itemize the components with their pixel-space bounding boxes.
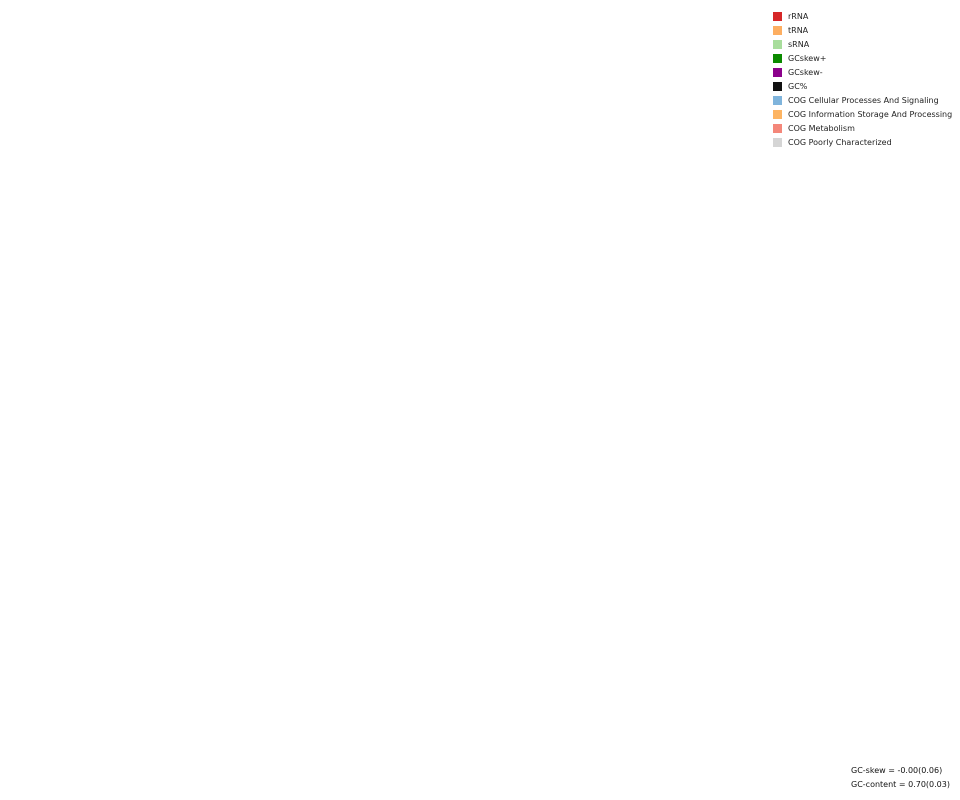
- legend-swatch: [773, 81, 782, 91]
- legend-item-srna: sRNA: [773, 37, 952, 51]
- legend-item-rrna: rRNA: [773, 9, 952, 23]
- gc-skew-stat: GC-skew = -0.00(0.06): [851, 766, 943, 775]
- legend-swatch: [773, 137, 782, 147]
- legend-item-cog-metabolism: COG Metabolism: [773, 121, 952, 135]
- legend-swatch: [773, 123, 782, 133]
- legend-swatch: [773, 67, 782, 77]
- gc-content-stat: GC-content = 0.70(0.03): [851, 780, 950, 789]
- legend-item-gcskew-plus: GCskew+: [773, 51, 952, 65]
- stats-box: GC-skew = -0.00(0.06) GC-content = 0.70(…: [851, 766, 950, 794]
- legend-item-cog-cellular: COG Cellular Processes And Signaling: [773, 93, 952, 107]
- legend-swatch: [773, 25, 782, 35]
- legend-item-cog-poorly: COG Poorly Characterized: [773, 135, 952, 149]
- legend-swatch: [773, 39, 782, 49]
- legend: rRNA tRNA sRNA GCskew+ GCskew- GC% COG C…: [773, 9, 952, 149]
- legend-item-trna: tRNA: [773, 23, 952, 37]
- legend-swatch: [773, 11, 782, 21]
- legend-swatch: [773, 95, 782, 105]
- legend-item-gc-percent: GC%: [773, 79, 952, 93]
- legend-swatch: [773, 53, 782, 63]
- legend-item-gcskew-minus: GCskew-: [773, 65, 952, 79]
- legend-item-cog-information: COG Information Storage And Processing: [773, 107, 952, 121]
- legend-swatch: [773, 109, 782, 119]
